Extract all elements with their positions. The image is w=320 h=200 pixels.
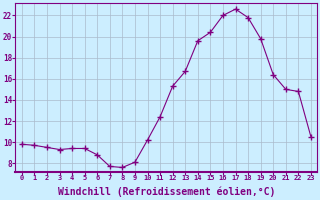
X-axis label: Windchill (Refroidissement éolien,°C): Windchill (Refroidissement éolien,°C) <box>58 187 275 197</box>
